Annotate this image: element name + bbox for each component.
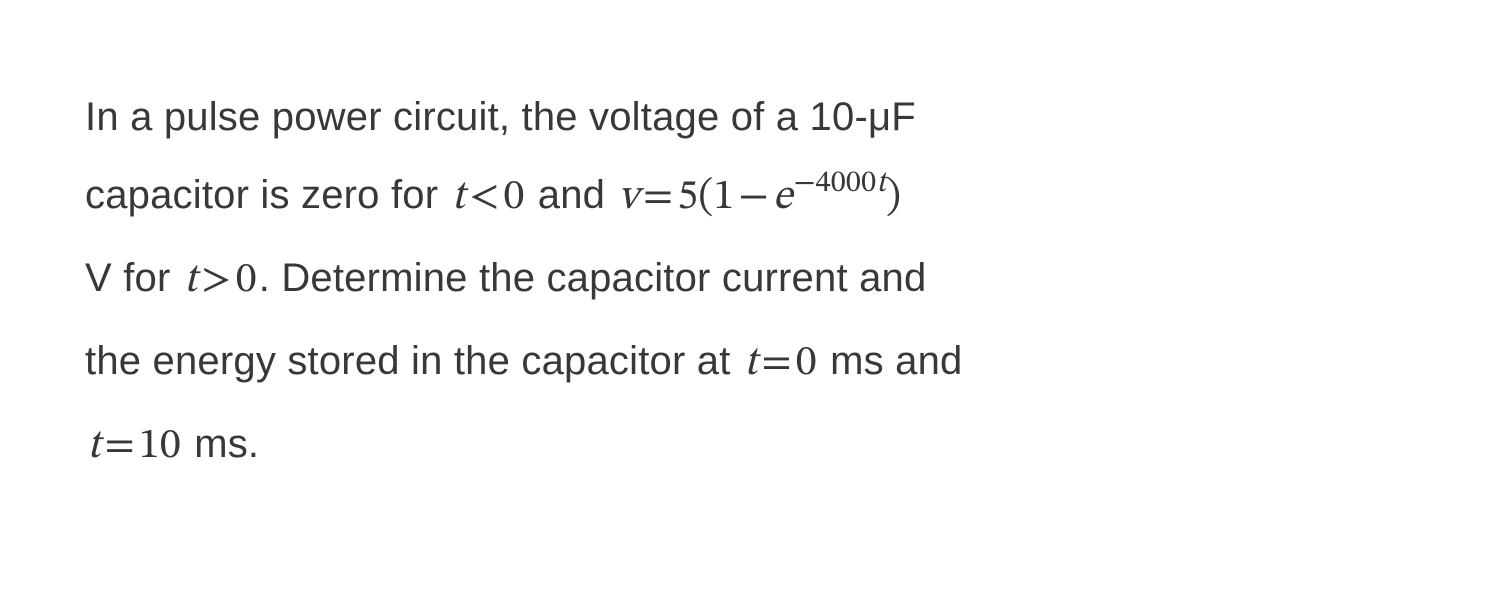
var-e: e	[773, 176, 793, 218]
exponent: −4000t	[793, 169, 886, 199]
op-lt: <	[465, 176, 503, 218]
math-v-eq: v=5(1−e−4000t)	[616, 176, 903, 218]
num-0: 0	[503, 176, 524, 218]
math-t-eq-10: t=10	[85, 425, 183, 467]
exp-sign: −	[794, 169, 816, 199]
num-10: 10	[139, 425, 181, 467]
math-t-lt-0: t<0	[450, 176, 527, 218]
num-0-2: 0	[236, 259, 257, 301]
text-line-3a: V for	[85, 256, 182, 300]
math-t-gt-0: t>0	[182, 259, 259, 301]
exp-4000: 4000	[816, 169, 877, 199]
op-eq-2: =	[757, 342, 795, 384]
num-1: 1	[713, 176, 734, 218]
text-line-2b: and	[526, 173, 616, 217]
problem-container: In a pulse power circuit, the voltage of…	[0, 0, 1500, 604]
text-line-2a: capacitor is zero for	[85, 173, 450, 217]
text-line-4b: ms and	[819, 339, 963, 383]
exp-t: t	[876, 169, 886, 199]
text-line-1: In a pulse power circuit, the voltage of…	[85, 95, 916, 139]
math-t-eq-0: t=0	[742, 342, 819, 384]
var-t: t	[452, 176, 465, 218]
var-t-2: t	[184, 259, 197, 301]
problem-statement: In a pulse power circuit, the voltage of…	[85, 78, 1415, 488]
var-v: v	[618, 176, 638, 218]
var-t-4: t	[87, 425, 100, 467]
text-line-3b: . Determine the capacitor current and	[259, 256, 927, 300]
num-0-3: 0	[796, 342, 817, 384]
lparen: (	[698, 176, 713, 218]
op-gt: >	[197, 259, 235, 301]
coef-5: 5	[677, 176, 698, 218]
op-eq: =	[639, 176, 677, 218]
op-eq-3: =	[100, 425, 138, 467]
text-line-4a: the energy stored in the capacitor at	[85, 339, 742, 383]
text-line-5b: ms.	[183, 422, 259, 466]
op-minus: −	[734, 176, 772, 218]
rparen: )	[886, 176, 901, 218]
var-t-3: t	[744, 342, 757, 384]
